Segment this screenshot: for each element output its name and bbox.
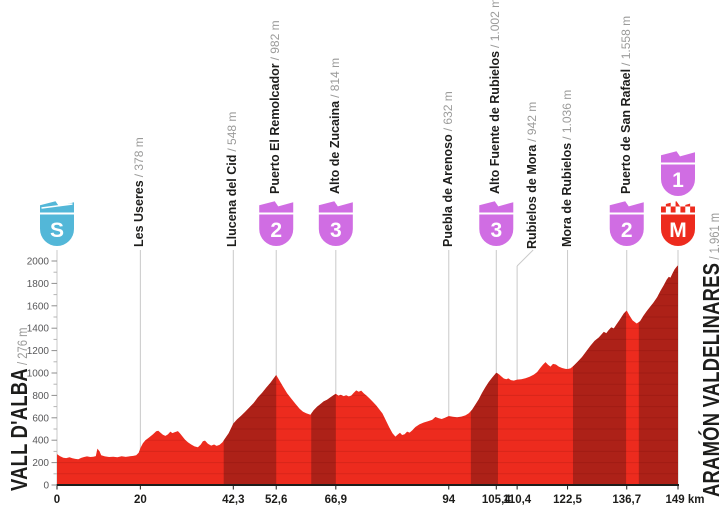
climb-band — [311, 265, 336, 485]
badge-flag — [609, 201, 644, 213]
y-tick-label: 400 — [32, 436, 49, 447]
climb-band — [572, 265, 627, 485]
badge-flag — [661, 151, 695, 163]
category-1-badge: 1 — [661, 151, 695, 196]
y-tick-label: 1400 — [27, 324, 50, 335]
x-tick-label: 0 — [54, 494, 60, 506]
y-tick-label: 1000 — [27, 369, 50, 380]
category-2-badge: 2 — [259, 201, 294, 246]
badge-flag — [40, 201, 74, 213]
y-tick-label: 0 — [43, 481, 49, 492]
y-tick-label: 200 — [32, 458, 49, 469]
badge-glyph: 3 — [490, 219, 502, 242]
elevation-area — [57, 265, 678, 485]
x-tick-label: 110,4 — [503, 494, 532, 506]
badge-body — [259, 214, 294, 246]
badge-glyph: 3 — [330, 219, 342, 242]
y-tick-label: 1200 — [27, 346, 50, 357]
badge-glyph: 2 — [270, 219, 282, 242]
waypoint-connector — [516, 249, 534, 267]
x-tick-label: 136,7 — [612, 494, 641, 506]
checker-cell — [665, 201, 671, 207]
x-tick-label: 149 km — [665, 494, 704, 506]
start-badge: S — [40, 201, 74, 246]
y-tick-label: 600 — [32, 413, 49, 424]
checker-cell — [680, 206, 686, 213]
category-2-badge: 2 — [609, 201, 644, 246]
climb-band — [223, 265, 277, 485]
badge-body — [661, 214, 695, 246]
finish-flag — [661, 201, 695, 213]
checker-cell — [661, 206, 666, 213]
badge-body — [609, 214, 644, 246]
category-3-badge: 3 — [479, 201, 514, 246]
category-3-badge: 3 — [318, 201, 353, 246]
badge-glyph: S — [50, 219, 64, 242]
y-tick-label: 2000 — [27, 257, 50, 268]
flag-stripe — [41, 203, 73, 209]
badge-flag — [318, 201, 353, 213]
badge-flag — [259, 201, 294, 213]
y-tick-label: 1600 — [27, 301, 50, 312]
x-tick-label: 20 — [134, 494, 147, 506]
x-tick-label: 66,9 — [325, 494, 347, 506]
x-tick-label: 94 — [442, 494, 455, 506]
checker-cell — [685, 201, 691, 207]
x-tick-label: 105,4 — [482, 494, 511, 506]
badge-glyph: 2 — [621, 219, 633, 242]
badge-glyph: M — [669, 219, 687, 242]
climb-band — [638, 265, 678, 485]
badge-glyph: 1 — [672, 169, 684, 192]
x-tick-label: 42,3 — [222, 494, 244, 506]
y-tick-label: 1800 — [27, 279, 50, 290]
x-tick-label: 122,5 — [553, 494, 582, 506]
x-tick-label: 52,6 — [265, 494, 287, 506]
badge-body — [479, 214, 514, 246]
checker-cell — [670, 206, 676, 213]
checker-cell — [690, 206, 695, 213]
badge-flag — [479, 201, 514, 213]
badge-body — [318, 214, 353, 246]
checker-cell — [675, 201, 681, 207]
climb-band — [470, 265, 498, 485]
y-tick-label: 800 — [32, 391, 49, 402]
badge-body — [40, 214, 74, 246]
finish-badge: M — [661, 201, 695, 246]
badge-body — [661, 164, 695, 196]
